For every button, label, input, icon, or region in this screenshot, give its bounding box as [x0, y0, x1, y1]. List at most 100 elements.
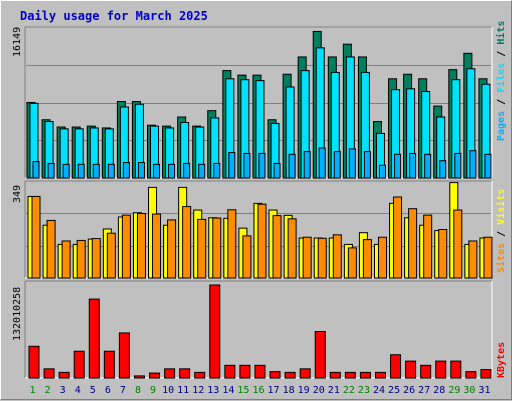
- kbytes-bar-day-12: [194, 371, 206, 379]
- middle-legend: Sites / Visits: [495, 189, 507, 273]
- x-tick-label-day-13: 13: [207, 385, 219, 396]
- x-tick-label-day-8: 8: [135, 385, 141, 396]
- kbytes-bar-day-30: [465, 371, 477, 379]
- kbytes-bar-day-19: [299, 368, 311, 379]
- pages-bar-day-22: [348, 148, 356, 179]
- kbytes-bar-day-9: [149, 372, 161, 379]
- kbytes-bar-day-4: [73, 350, 85, 379]
- sites-bar-day-23: [362, 239, 372, 279]
- sites-bar-day-14: [227, 209, 237, 279]
- bottom-ymax-label: 132010258: [12, 287, 23, 341]
- bottom-legend-text: KBytes: [496, 342, 507, 378]
- sites-bar-day-9: [152, 213, 162, 279]
- pages-bar-day-1: [32, 161, 40, 179]
- sites-bar-day-10: [167, 219, 177, 279]
- pages-bar-day-8: [137, 162, 145, 179]
- sites-bar-day-25: [393, 196, 403, 279]
- sites-bar-day-1: [31, 195, 41, 279]
- x-tick-label-day-4: 4: [75, 385, 81, 396]
- sites-bar-day-28: [438, 229, 448, 279]
- x-tick-label-day-26: 26: [403, 385, 415, 396]
- x-tick-label-day-17: 17: [268, 385, 280, 396]
- sites-bar-day-27: [423, 214, 433, 279]
- pages-bar-day-11: [183, 162, 191, 179]
- x-tick-label-day-11: 11: [177, 385, 189, 396]
- sites-bar-day-29: [453, 209, 463, 279]
- kbytes-bar-day-15: [239, 364, 251, 379]
- x-tick-label-day-7: 7: [120, 385, 126, 396]
- x-tick-label-day-18: 18: [283, 385, 295, 396]
- x-tick-label-day-30: 30: [463, 385, 475, 396]
- kbytes-bar-day-8: [133, 375, 145, 379]
- top-legend-hits: Hits: [495, 21, 507, 45]
- pages-bar-day-29: [454, 152, 462, 179]
- sites-bar-day-12: [197, 218, 207, 279]
- kbytes-bar-day-6: [103, 350, 115, 379]
- sites-bar-day-20: [317, 237, 327, 279]
- chart-title: Daily usage for March 2025: [20, 9, 208, 23]
- kbytes-bar-day-31: [480, 369, 492, 379]
- pages-bar-day-25: [394, 153, 402, 179]
- sites-bar-day-7: [121, 214, 131, 279]
- x-tick-label-day-19: 19: [298, 385, 310, 396]
- top-legend-separator: /: [496, 93, 507, 111]
- pages-bar-day-15: [243, 152, 251, 179]
- pages-bar-day-26: [409, 152, 417, 179]
- pages-bar-day-19: [303, 151, 311, 179]
- pages-bar-day-30: [469, 150, 477, 179]
- top-legend-pages: Pages: [496, 111, 507, 141]
- bottom-legend: KBytes: [496, 342, 507, 378]
- pages-bar-day-14: [228, 152, 236, 179]
- sites-bar-day-26: [408, 208, 418, 279]
- pages-bar-day-24: [378, 164, 386, 179]
- sites-bar-day-24: [377, 236, 387, 279]
- kbytes-bar-day-3: [58, 371, 70, 379]
- sites-bar-day-11: [182, 206, 192, 279]
- kbytes-bar-day-29: [450, 360, 462, 379]
- sites-bar-day-18: [287, 218, 297, 279]
- kbytes-bar-day-23: [359, 371, 371, 379]
- sites-bar-day-8: [136, 213, 146, 279]
- top-legend-text: Pages / Files / Hits: [495, 21, 507, 141]
- x-tick-label-day-5: 5: [90, 385, 96, 396]
- middle-legend-separator: /: [496, 225, 507, 243]
- top-legend-files: Files: [495, 63, 507, 93]
- kbytes-bar-day-27: [420, 364, 432, 379]
- x-tick-label-day-23: 23: [358, 385, 370, 396]
- pages-bar-day-13: [213, 162, 221, 179]
- sites-bar-day-2: [46, 219, 56, 279]
- kbytes-bar-day-26: [405, 360, 417, 379]
- kbytes-bar-day-22: [344, 371, 356, 379]
- middle-ymax-label: 349: [12, 185, 23, 203]
- sites-bar-day-22: [347, 247, 357, 279]
- kbytes-bar-day-16: [254, 364, 266, 379]
- middle-legend-text: Sites / Visits: [495, 189, 507, 273]
- kbytes-bar-day-24: [374, 371, 386, 379]
- pages-bar-day-27: [424, 153, 432, 179]
- visits-sites-panel: [24, 180, 493, 279]
- top-legend-separator: /: [496, 45, 507, 63]
- sites-bar-day-21: [332, 234, 342, 279]
- pages-bar-day-7: [122, 162, 130, 179]
- x-tick-label-day-9: 9: [150, 385, 156, 396]
- sites-bar-day-6: [106, 232, 116, 279]
- sites-bar-day-31: [483, 236, 493, 279]
- sites-bar-day-3: [61, 240, 71, 279]
- sites-bar-day-4: [76, 239, 86, 279]
- x-axis-day-labels: 1 2 3 4 5 6 7 8 9 10 11 12 13 14 15 16 17 18 19 20 21 22 23 24 2…: [30, 385, 491, 396]
- top-ymax-label: 16149: [12, 27, 23, 57]
- pages-bar-day-28: [439, 160, 447, 179]
- hits-files-pages-panel: [24, 26, 493, 179]
- kbytes-bar-day-13: [209, 284, 221, 379]
- sites-bar-day-5: [91, 238, 101, 279]
- x-tick-label-day-6: 6: [105, 385, 111, 396]
- kbytes-bar-day-11: [179, 368, 191, 379]
- bottom-legend-kbytes: KBytes: [496, 342, 507, 378]
- middle-legend-sites: Sites: [495, 243, 507, 273]
- pages-bar-day-20: [318, 147, 326, 179]
- middle-legend-visits: Visits: [495, 189, 507, 225]
- kbytes-bar-day-7: [118, 332, 130, 379]
- pages-bar-day-21: [333, 151, 341, 179]
